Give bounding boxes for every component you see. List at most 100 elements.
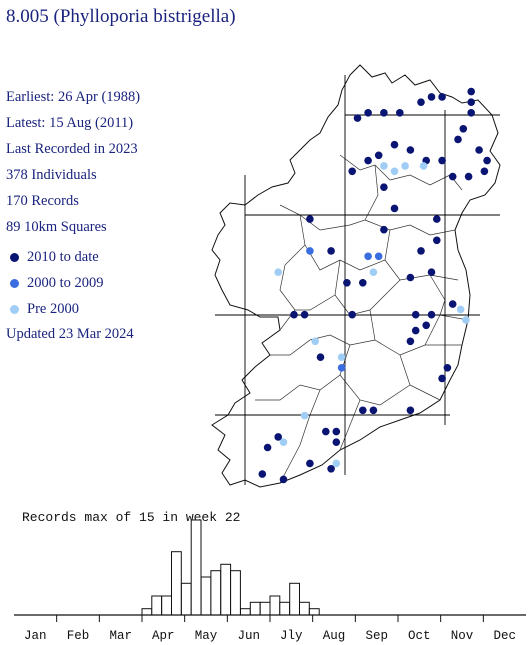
record-dot-62 — [306, 247, 314, 255]
record-dot-14 — [480, 167, 489, 176]
record-dot-61 — [364, 252, 372, 261]
histogram-bar-week-16 — [161, 595, 172, 616]
record-dot-43 — [359, 406, 367, 415]
month-label-mar: Mar — [109, 629, 132, 643]
record-dot-24 — [380, 183, 388, 191]
record-dot-6 — [396, 109, 404, 117]
month-ticks — [56, 615, 484, 622]
individuals-count: 378 Individuals — [6, 167, 97, 183]
record-dot-45 — [332, 427, 341, 436]
legend-dot-icon — [10, 278, 19, 288]
histogram-bar-week-26 — [259, 601, 271, 616]
histogram-bar-week-15 — [151, 595, 163, 616]
record-dot-49 — [263, 443, 272, 452]
record-dot-30 — [343, 279, 351, 287]
record-dot-3 — [438, 93, 446, 101]
month-label-may: May — [195, 629, 218, 643]
record-dot-65 — [380, 162, 388, 170]
record-dot-54 — [380, 225, 388, 234]
record-dot-57 — [448, 300, 457, 308]
histogram-bar-week-31 — [308, 608, 320, 616]
record-dot-33 — [290, 310, 298, 319]
record-dot-55 — [390, 204, 399, 213]
record-dot-75 — [279, 438, 288, 447]
month-label-nov: Nov — [451, 629, 474, 643]
species-title-text: 8.005 (Phylloporia bistrigella) — [6, 6, 236, 27]
legend-label: 2000 to 2009 — [27, 274, 104, 291]
record-dot-2 — [467, 109, 476, 117]
record-dot-50 — [258, 470, 267, 478]
histogram-bar-week-25 — [249, 601, 261, 616]
record-dot-9 — [353, 114, 362, 122]
histogram-bar-week-20 — [200, 576, 212, 616]
histogram-bar-week-17 — [171, 551, 182, 616]
legend-dot-icon — [10, 304, 19, 314]
histogram-bar-week-30 — [299, 601, 310, 616]
record-dot-34 — [427, 310, 436, 319]
record-dot-36 — [411, 326, 420, 335]
record-dot-37 — [411, 310, 420, 319]
histogram-bar-week-18 — [180, 582, 192, 616]
record-dot-44 — [406, 406, 415, 415]
record-dot-59 — [306, 215, 314, 223]
record-dot-39 — [443, 364, 452, 372]
record-dot-53 — [327, 465, 335, 473]
record-dot-11 — [454, 135, 462, 144]
histogram-bar-week-24 — [240, 608, 251, 616]
legend-item-2000: 2000 to 2009 — [6, 270, 206, 296]
record-dot-21 — [374, 151, 383, 160]
record-dot-22 — [364, 156, 372, 165]
month-label-aug: Aug — [323, 629, 346, 643]
legend-dot-icon — [10, 252, 19, 262]
histogram-title: Records max of 15 in week 22 — [22, 510, 241, 525]
legend-label: Pre 2000 — [27, 300, 79, 317]
record-dot-42 — [369, 406, 378, 415]
record-dot-0 — [467, 87, 476, 96]
month-label-feb: Feb — [67, 629, 90, 643]
record-dot-71 — [456, 305, 465, 314]
distribution-map — [211, 64, 501, 488]
record-dot-70 — [462, 316, 470, 324]
record-dot-40 — [438, 374, 446, 383]
month-label-jun: Jun — [237, 629, 260, 643]
record-dot-26 — [433, 236, 441, 245]
record-dot-12 — [475, 146, 483, 154]
record-dot-8 — [364, 109, 372, 117]
histogram-bar-week-29 — [289, 582, 301, 616]
record-dot-64 — [401, 162, 409, 170]
record-dot-5 — [417, 98, 425, 106]
record-dot-20 — [390, 140, 399, 149]
record-dot-46 — [322, 427, 330, 436]
record-dot-38 — [406, 337, 415, 346]
record-dot-32 — [300, 310, 309, 319]
record-dot-76 — [332, 459, 341, 468]
record-dot-72 — [337, 353, 346, 362]
histogram-bar-week-19 — [190, 519, 202, 616]
legend-label: 2010 to date — [27, 248, 99, 265]
last-recorded: Last Recorded in 2023 — [6, 141, 138, 157]
record-dot-29 — [359, 279, 367, 287]
record-dot-25 — [433, 215, 441, 223]
record-dot-17 — [438, 156, 446, 165]
stats-panel: Earliest: 26 Apr (1988) Latest: 15 Aug (… — [6, 88, 206, 343]
record-dot-51 — [279, 475, 288, 484]
record-dot-23 — [348, 167, 356, 176]
month-label-apr: Apr — [152, 629, 175, 643]
record-dot-4 — [427, 93, 436, 101]
record-dot-68 — [369, 268, 378, 276]
record-points — [258, 87, 491, 484]
record-dot-7 — [380, 109, 388, 117]
record-dot-35 — [422, 321, 430, 330]
ireland-outline — [211, 64, 501, 488]
latest-date: Latest: 15 Aug (2011) — [6, 115, 134, 131]
record-dot-66 — [390, 167, 399, 176]
record-dot-63 — [337, 364, 346, 372]
record-dot-58 — [327, 247, 335, 255]
record-dot-27 — [427, 268, 436, 276]
histogram-bar-week-27 — [269, 595, 281, 616]
record-dot-60 — [374, 252, 383, 261]
month-label-dec: Dec — [493, 629, 516, 643]
month-label-sep: Sep — [365, 629, 388, 643]
record-dot-73 — [311, 337, 319, 346]
records-count: 170 Records — [6, 193, 79, 209]
